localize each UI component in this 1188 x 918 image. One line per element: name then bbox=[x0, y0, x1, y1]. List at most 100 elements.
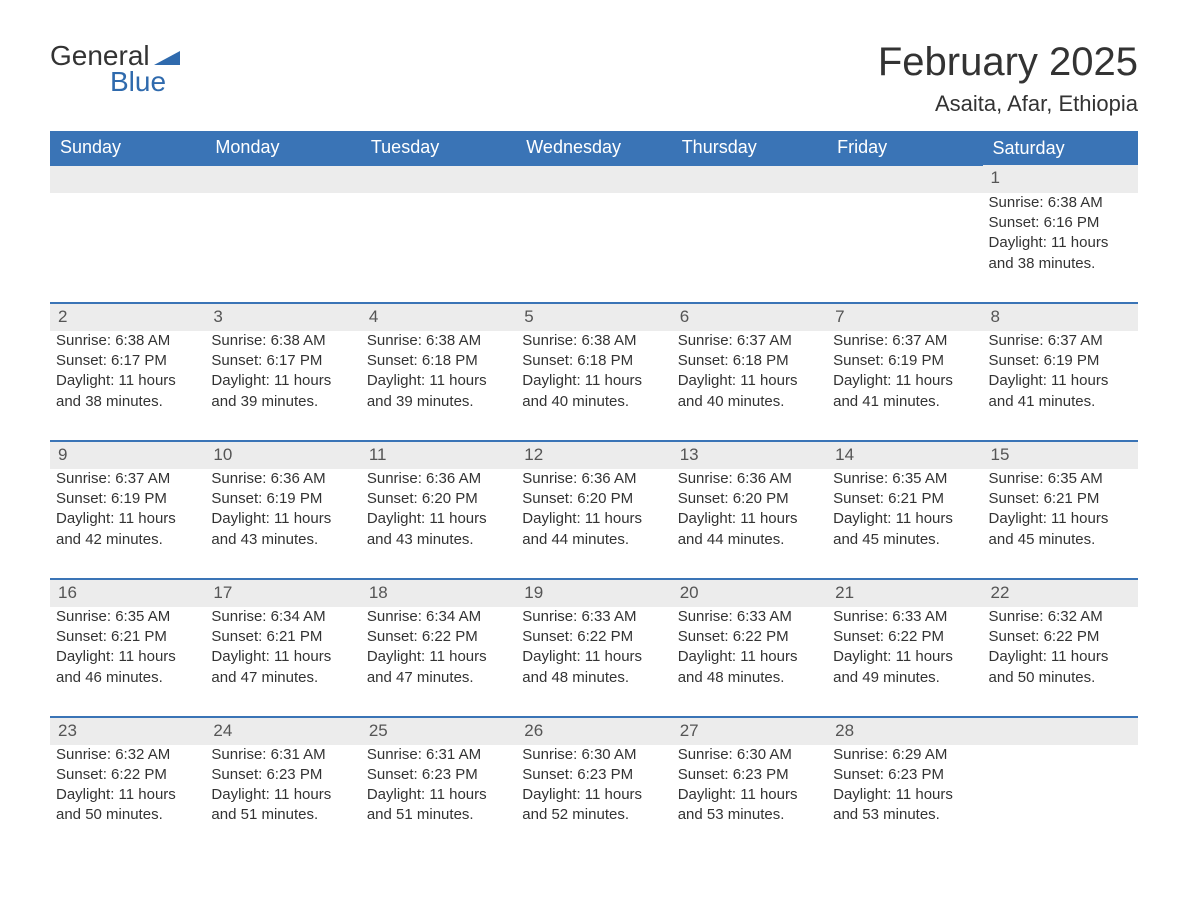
sunset-text: Sunset: 6:20 PM bbox=[678, 489, 821, 509]
daynum-cell bbox=[50, 165, 205, 193]
daynum-cell: 26 bbox=[516, 717, 671, 745]
day-content-row: Sunrise: 6:38 AMSunset: 6:17 PMDaylight:… bbox=[50, 331, 1138, 441]
sunrise-text: Sunrise: 6:38 AM bbox=[989, 193, 1132, 213]
day-content-cell: Sunrise: 6:37 AMSunset: 6:19 PMDaylight:… bbox=[827, 331, 982, 441]
sunset-text: Sunset: 6:21 PM bbox=[833, 489, 976, 509]
daynum-cell: 4 bbox=[361, 303, 516, 331]
logo-flag-icon bbox=[154, 47, 180, 65]
day-content-cell: Sunrise: 6:37 AMSunset: 6:19 PMDaylight:… bbox=[50, 469, 205, 579]
day-content-cell: Sunrise: 6:38 AMSunset: 6:18 PMDaylight:… bbox=[361, 331, 516, 441]
sunrise-text: Sunrise: 6:38 AM bbox=[211, 331, 354, 351]
daylight-text: Daylight: 11 hours and 49 minutes. bbox=[833, 647, 976, 688]
sunrise-text: Sunrise: 6:36 AM bbox=[211, 469, 354, 489]
sunset-text: Sunset: 6:23 PM bbox=[522, 765, 665, 785]
daynum-cell: 28 bbox=[827, 717, 982, 745]
location: Asaita, Afar, Ethiopia bbox=[878, 91, 1138, 117]
daylight-text: Daylight: 11 hours and 44 minutes. bbox=[522, 509, 665, 550]
daylight-text: Daylight: 11 hours and 52 minutes. bbox=[522, 785, 665, 826]
sunset-text: Sunset: 6:23 PM bbox=[211, 765, 354, 785]
daylight-text: Daylight: 11 hours and 48 minutes. bbox=[522, 647, 665, 688]
sunrise-text: Sunrise: 6:33 AM bbox=[522, 607, 665, 627]
daynum-cell: 13 bbox=[672, 441, 827, 469]
day-content-cell bbox=[672, 193, 827, 303]
daynum-cell: 25 bbox=[361, 717, 516, 745]
daylight-text: Daylight: 11 hours and 40 minutes. bbox=[522, 371, 665, 412]
sunrise-text: Sunrise: 6:38 AM bbox=[522, 331, 665, 351]
sunset-text: Sunset: 6:23 PM bbox=[367, 765, 510, 785]
sunrise-text: Sunrise: 6:36 AM bbox=[367, 469, 510, 489]
day-content-cell: Sunrise: 6:34 AMSunset: 6:21 PMDaylight:… bbox=[205, 607, 360, 717]
sunrise-text: Sunrise: 6:30 AM bbox=[522, 745, 665, 765]
daylight-text: Daylight: 11 hours and 50 minutes. bbox=[56, 785, 199, 826]
daylight-text: Daylight: 11 hours and 38 minutes. bbox=[989, 233, 1132, 274]
day-content-cell bbox=[361, 193, 516, 303]
weekday-header: Tuesday bbox=[361, 131, 516, 165]
sunrise-text: Sunrise: 6:35 AM bbox=[56, 607, 199, 627]
title-block: February 2025 Asaita, Afar, Ethiopia bbox=[878, 40, 1138, 127]
sunset-text: Sunset: 6:18 PM bbox=[678, 351, 821, 371]
daynum-cell: 20 bbox=[672, 579, 827, 607]
daynum-cell: 1 bbox=[983, 165, 1138, 193]
daynum-cell: 6 bbox=[672, 303, 827, 331]
sunset-text: Sunset: 6:20 PM bbox=[522, 489, 665, 509]
day-content-cell: Sunrise: 6:36 AMSunset: 6:20 PMDaylight:… bbox=[361, 469, 516, 579]
sunset-text: Sunset: 6:23 PM bbox=[678, 765, 821, 785]
daylight-text: Daylight: 11 hours and 38 minutes. bbox=[56, 371, 199, 412]
day-content-cell: Sunrise: 6:37 AMSunset: 6:18 PMDaylight:… bbox=[672, 331, 827, 441]
daynum-cell bbox=[361, 165, 516, 193]
daynum-cell: 22 bbox=[983, 579, 1138, 607]
sunset-text: Sunset: 6:16 PM bbox=[989, 213, 1132, 233]
day-content-cell bbox=[205, 193, 360, 303]
daylight-text: Daylight: 11 hours and 51 minutes. bbox=[367, 785, 510, 826]
sunrise-text: Sunrise: 6:33 AM bbox=[678, 607, 821, 627]
day-content-row: Sunrise: 6:37 AMSunset: 6:19 PMDaylight:… bbox=[50, 469, 1138, 579]
daynum-cell: 9 bbox=[50, 441, 205, 469]
daylight-text: Daylight: 11 hours and 39 minutes. bbox=[211, 371, 354, 412]
daynum-cell: 24 bbox=[205, 717, 360, 745]
day-content-cell: Sunrise: 6:31 AMSunset: 6:23 PMDaylight:… bbox=[361, 745, 516, 854]
day-content-cell: Sunrise: 6:30 AMSunset: 6:23 PMDaylight:… bbox=[672, 745, 827, 854]
sunset-text: Sunset: 6:22 PM bbox=[833, 627, 976, 647]
daylight-text: Daylight: 11 hours and 53 minutes. bbox=[833, 785, 976, 826]
daynum-cell: 8 bbox=[983, 303, 1138, 331]
daynum-cell bbox=[516, 165, 671, 193]
day-content-cell: Sunrise: 6:36 AMSunset: 6:20 PMDaylight:… bbox=[672, 469, 827, 579]
day-content-cell bbox=[827, 193, 982, 303]
daylight-text: Daylight: 11 hours and 51 minutes. bbox=[211, 785, 354, 826]
calendar-table: SundayMondayTuesdayWednesdayThursdayFrid… bbox=[50, 131, 1138, 854]
daynum-row: 2345678 bbox=[50, 303, 1138, 331]
weekday-header: Friday bbox=[827, 131, 982, 165]
sunset-text: Sunset: 6:21 PM bbox=[56, 627, 199, 647]
day-content-cell: Sunrise: 6:38 AMSunset: 6:18 PMDaylight:… bbox=[516, 331, 671, 441]
daynum-cell: 18 bbox=[361, 579, 516, 607]
sunrise-text: Sunrise: 6:34 AM bbox=[211, 607, 354, 627]
daynum-row: 16171819202122 bbox=[50, 579, 1138, 607]
sunset-text: Sunset: 6:19 PM bbox=[211, 489, 354, 509]
daynum-row: 1 bbox=[50, 165, 1138, 193]
daynum-row: 232425262728 bbox=[50, 717, 1138, 745]
logo-text-blue: Blue bbox=[110, 66, 166, 98]
day-content-cell: Sunrise: 6:30 AMSunset: 6:23 PMDaylight:… bbox=[516, 745, 671, 854]
sunset-text: Sunset: 6:21 PM bbox=[989, 489, 1132, 509]
day-content-cell: Sunrise: 6:36 AMSunset: 6:20 PMDaylight:… bbox=[516, 469, 671, 579]
daylight-text: Daylight: 11 hours and 40 minutes. bbox=[678, 371, 821, 412]
sunrise-text: Sunrise: 6:34 AM bbox=[367, 607, 510, 627]
sunset-text: Sunset: 6:19 PM bbox=[56, 489, 199, 509]
daynum-cell: 5 bbox=[516, 303, 671, 331]
daynum-cell: 12 bbox=[516, 441, 671, 469]
day-content-cell: Sunrise: 6:33 AMSunset: 6:22 PMDaylight:… bbox=[672, 607, 827, 717]
sunrise-text: Sunrise: 6:37 AM bbox=[989, 331, 1132, 351]
weekday-header: Wednesday bbox=[516, 131, 671, 165]
sunset-text: Sunset: 6:19 PM bbox=[989, 351, 1132, 371]
daylight-text: Daylight: 11 hours and 47 minutes. bbox=[211, 647, 354, 688]
day-content-cell bbox=[983, 745, 1138, 854]
day-content-cell: Sunrise: 6:35 AMSunset: 6:21 PMDaylight:… bbox=[50, 607, 205, 717]
logo: General Blue bbox=[50, 40, 180, 98]
sunrise-text: Sunrise: 6:38 AM bbox=[56, 331, 199, 351]
sunrise-text: Sunrise: 6:38 AM bbox=[367, 331, 510, 351]
daynum-cell bbox=[827, 165, 982, 193]
daylight-text: Daylight: 11 hours and 47 minutes. bbox=[367, 647, 510, 688]
daylight-text: Daylight: 11 hours and 44 minutes. bbox=[678, 509, 821, 550]
sunrise-text: Sunrise: 6:35 AM bbox=[833, 469, 976, 489]
day-content-cell: Sunrise: 6:36 AMSunset: 6:19 PMDaylight:… bbox=[205, 469, 360, 579]
